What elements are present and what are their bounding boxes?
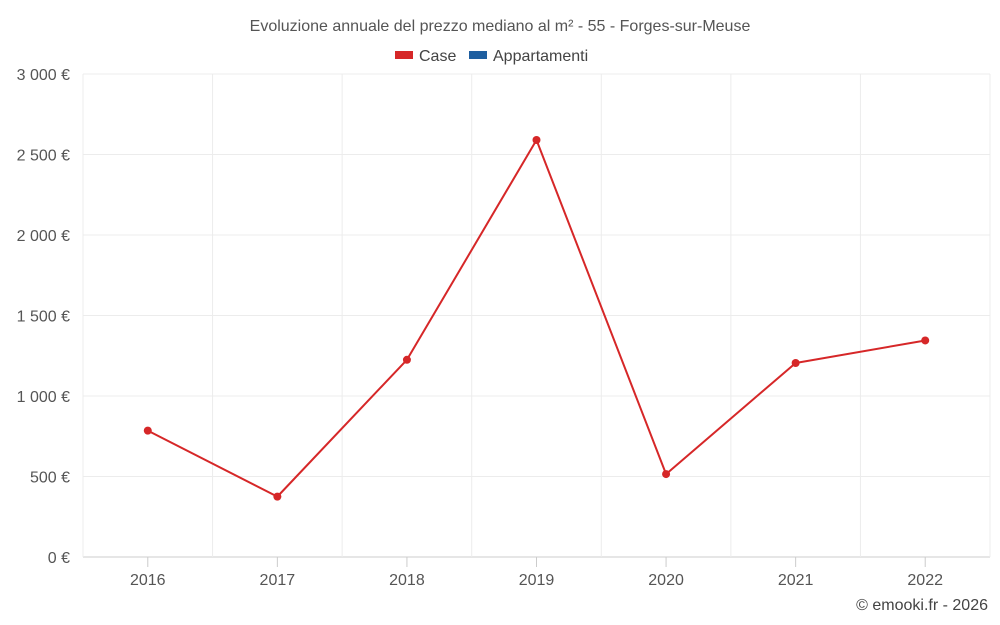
legend: Case Appartamenti — [395, 48, 588, 65]
data-point-2019[interactable] — [532, 136, 541, 145]
x-axis: 2016 2017 2018 2019 2020 2021 2022 — [130, 557, 943, 589]
legend-label-case: Case — [419, 48, 456, 65]
x-tick-label: 2021 — [778, 572, 814, 589]
legend-swatch-appartamenti — [469, 51, 487, 59]
y-tick-label: 2 500 € — [17, 148, 70, 165]
legend-item-appartamenti[interactable]: Appartamenti — [469, 48, 588, 65]
legend-label-appartamenti: Appartamenti — [493, 48, 588, 65]
data-point-2022[interactable] — [921, 336, 930, 345]
series-case — [143, 136, 930, 501]
legend-item-case[interactable]: Case — [395, 48, 456, 65]
data-point-2021[interactable] — [791, 358, 800, 367]
y-tick-label: 1 500 € — [17, 309, 70, 326]
x-tick-label: 2022 — [907, 572, 943, 589]
y-tick-label: 0 € — [48, 550, 70, 567]
data-point-2018[interactable] — [402, 355, 411, 364]
data-point-2016[interactable] — [143, 426, 152, 435]
series-line-case — [147, 139, 926, 498]
legend-swatch-case — [395, 51, 413, 59]
credit-text: © emooki.fr - 2026 — [856, 597, 988, 614]
data-point-2020[interactable] — [662, 470, 671, 479]
y-tick-label: 3 000 € — [17, 67, 70, 84]
data-point-2017[interactable] — [273, 492, 282, 501]
x-tick-label: 2019 — [519, 572, 555, 589]
x-tick-label: 2018 — [389, 572, 425, 589]
y-axis: 0 € 500 € 1 000 € 1 500 € 2 000 € 2 500 € 3 00… — [17, 67, 70, 567]
x-tick-label: 2020 — [648, 572, 684, 589]
chart-title: Evoluzione annuale del prezzo mediano al… — [250, 18, 751, 35]
y-tick-label: 500 € — [30, 470, 70, 487]
x-tick-label: 2016 — [130, 572, 166, 589]
grid — [82, 73, 991, 558]
y-tick-label: 2 000 € — [17, 228, 70, 245]
x-tick-label: 2017 — [260, 572, 296, 589]
y-tick-label: 1 000 € — [17, 389, 70, 406]
